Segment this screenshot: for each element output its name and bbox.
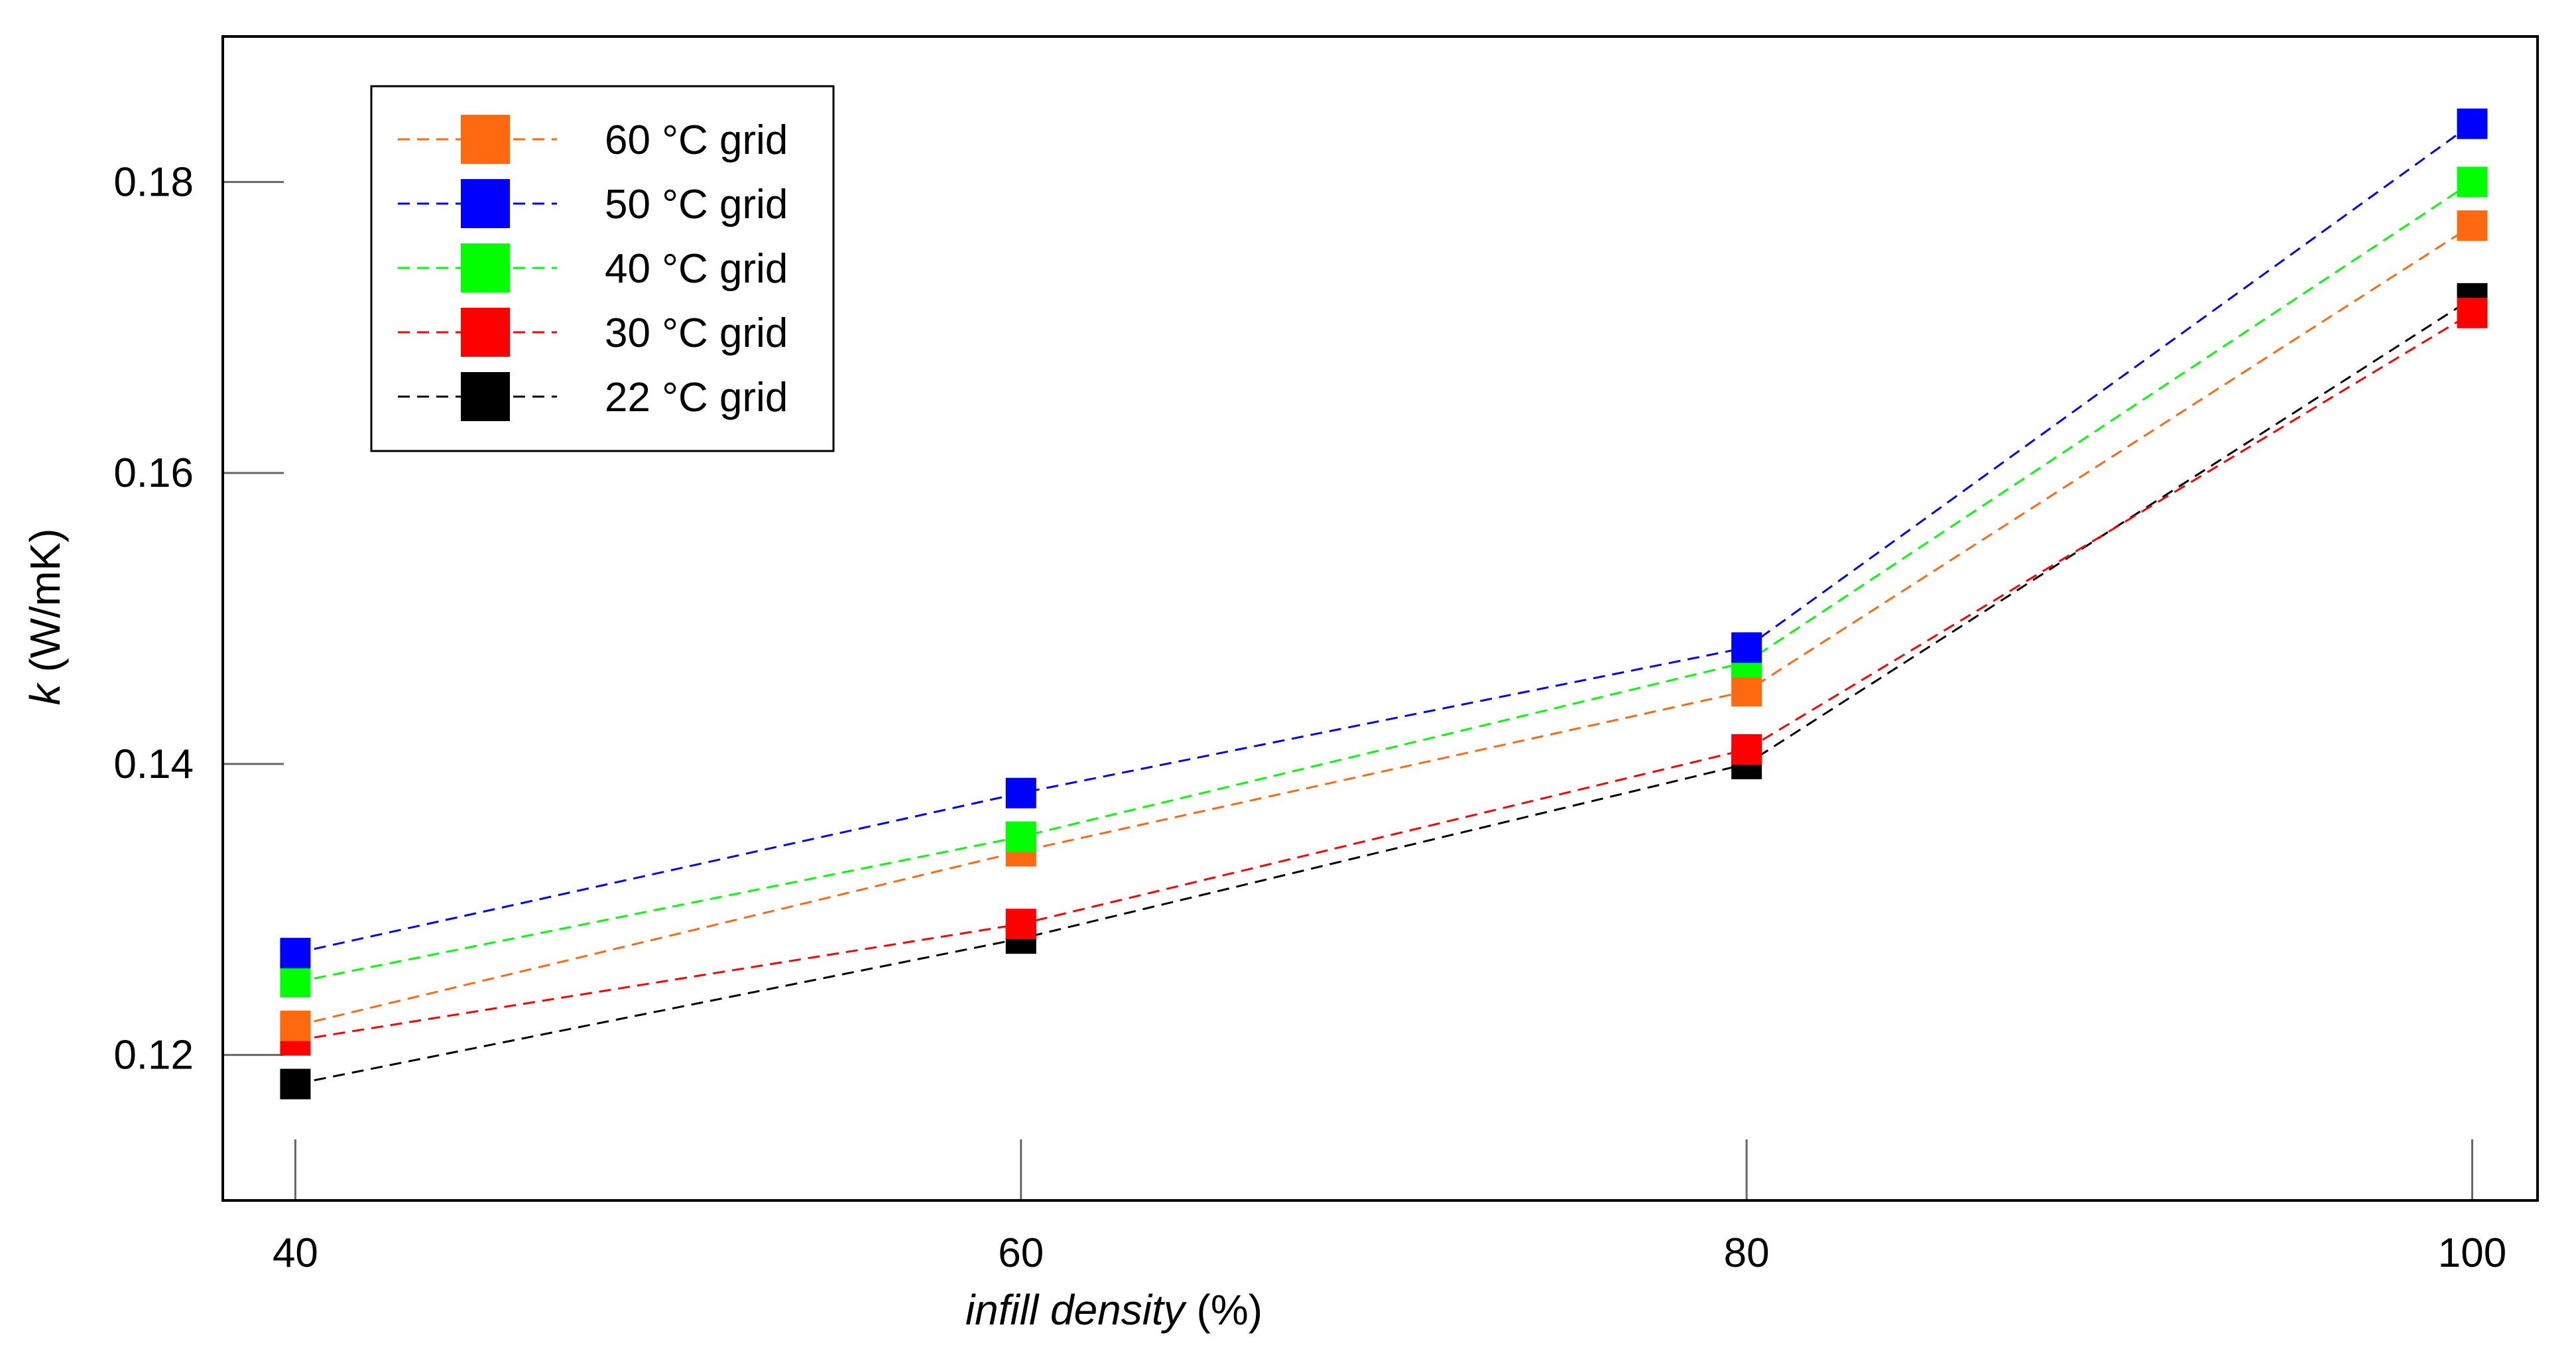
legend-label-40-c-grid: 40 °C grid <box>605 246 788 292</box>
legend-entries: 60 °C grid 50 °C grid 40 °C grid 30 °C grid… <box>398 115 788 421</box>
legend-swatch-22-c-grid <box>461 372 510 421</box>
legend-swatch-40-c-grid <box>461 243 510 292</box>
y-axis-title: k (W/mK) <box>21 529 69 706</box>
legend-swatch-50-c-grid <box>461 179 510 228</box>
axis-ticks <box>223 180 2474 1200</box>
data-point-50-c-grid <box>1005 777 1036 808</box>
data-point-40-c-grid <box>280 966 311 997</box>
series-line-40-c-grid <box>295 181 2473 984</box>
series-line-60-c-grid <box>295 224 2473 1027</box>
y-axis-tick-labels: 0.12 0.14 0.16 0.18 <box>113 159 194 1078</box>
legend-swatch-30-c-grid <box>461 308 510 357</box>
series-lines <box>295 123 2473 1085</box>
series-line-30-c-grid <box>295 312 2473 1042</box>
x-axis-tick-labels: 40 60 80 100 <box>273 1230 2506 1276</box>
x-axis-title: infill density (%) <box>965 1286 1262 1334</box>
data-point-60-c-grid <box>2457 210 2488 241</box>
legend-label-60-c-grid: 60 °C grid <box>605 117 788 163</box>
legend-box <box>370 85 835 452</box>
series-markers <box>280 108 2488 1100</box>
data-point-30-c-grid <box>1731 734 1762 765</box>
y-tick-label: 0.14 <box>113 741 194 787</box>
data-point-50-c-grid <box>1731 632 1762 663</box>
data-point-60-c-grid <box>280 1010 311 1041</box>
data-point-50-c-grid <box>280 938 311 969</box>
legend-label-50-c-grid: 50 °C grid <box>605 182 788 227</box>
x-tick-label: 40 <box>273 1230 318 1276</box>
plot-frame <box>221 35 2539 1202</box>
data-point-22-c-grid <box>280 1068 311 1100</box>
data-point-30-c-grid <box>2457 297 2488 328</box>
y-tick-label: 0.16 <box>113 450 194 496</box>
legend-swatch-60-c-grid <box>461 115 510 164</box>
y-tick-label: 0.18 <box>113 159 194 205</box>
y-tick-label: 0.12 <box>113 1033 194 1078</box>
data-point-40-c-grid <box>2457 166 2488 198</box>
legend-label-22-c-grid: 22 °C grid <box>605 375 788 420</box>
series-line-22-c-grid <box>295 297 2473 1085</box>
legend-label-30-c-grid: 30 °C grid <box>605 310 788 356</box>
data-point-50-c-grid <box>2457 108 2488 139</box>
data-point-30-c-grid <box>1005 909 1036 940</box>
data-point-40-c-grid <box>1005 821 1036 852</box>
x-tick-label: 100 <box>2438 1230 2506 1276</box>
x-tick-label: 80 <box>1724 1230 1770 1276</box>
series-line-50-c-grid <box>295 123 2473 954</box>
legend: 60 °C grid 50 °C grid 40 °C grid 30 °C grid… <box>370 85 835 452</box>
data-point-60-c-grid <box>1731 676 1762 707</box>
x-tick-label: 60 <box>998 1230 1044 1276</box>
